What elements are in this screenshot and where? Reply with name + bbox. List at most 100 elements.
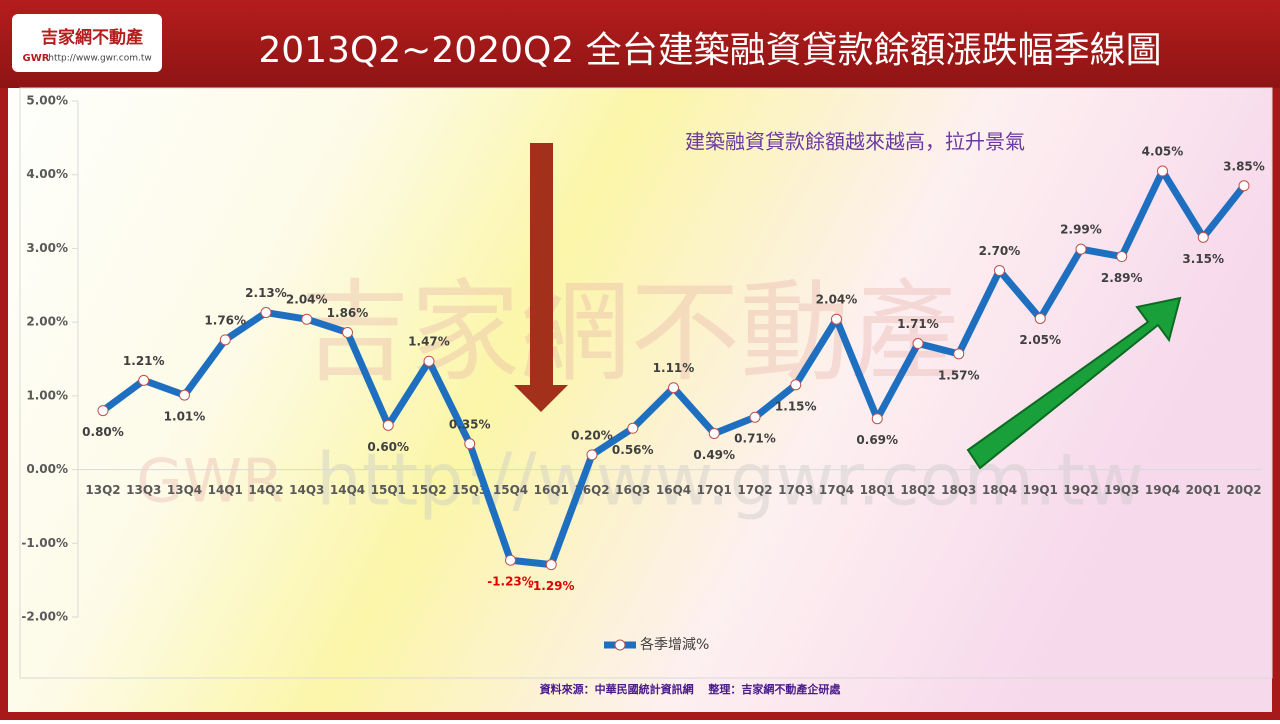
x-tick-label: 18Q4 — [982, 483, 1017, 497]
data-point — [1238, 180, 1250, 192]
y-tick-label: 5.00% — [26, 94, 68, 108]
legend-label: 各季增減% — [640, 636, 709, 653]
data-point — [545, 559, 557, 571]
data-label: 0.60% — [367, 440, 409, 454]
data-label: 2.13% — [245, 286, 287, 300]
x-tick-label: 14Q2 — [248, 483, 283, 497]
logo-name: 吉家網不動產 — [41, 27, 143, 48]
data-label: 2.05% — [1019, 333, 1061, 347]
data-label: 4.05% — [1142, 145, 1184, 159]
logo-abbr: GWR — [23, 53, 50, 64]
data-point — [668, 382, 679, 394]
data-label: 3.15% — [1182, 252, 1224, 266]
data-point — [831, 313, 842, 325]
data-point — [464, 438, 476, 450]
data-point — [1116, 251, 1128, 263]
data-point — [953, 348, 965, 360]
x-tick-label: 19Q1 — [1023, 483, 1058, 497]
bottom-border — [0, 712, 1280, 720]
plot-frame — [19, 87, 1273, 679]
data-label: 1.01% — [164, 410, 206, 424]
left-border — [0, 88, 8, 720]
data-label: 0.56% — [612, 443, 654, 457]
x-tick-label: 13Q2 — [85, 483, 120, 497]
data-label: 1.71% — [897, 317, 939, 331]
watermark-url: http://www.gwr.com.tw — [316, 438, 1144, 522]
x-tick-label: 14Q1 — [208, 483, 243, 497]
data-label: 0.35% — [449, 417, 491, 431]
x-tick-label: 17Q1 — [697, 483, 732, 497]
data-label: 0.80% — [82, 425, 124, 439]
data-point — [1034, 312, 1046, 324]
x-tick-label: 13Q4 — [167, 483, 202, 497]
up-arrow — [966, 296, 1182, 470]
data-point — [260, 307, 272, 319]
y-tick-label: 1.00% — [26, 388, 68, 402]
data-point — [994, 265, 1005, 277]
x-tick-label: 14Q3 — [289, 483, 324, 497]
watermark-name: 吉家網不動產 — [300, 268, 960, 396]
x-tick-label: 16Q3 — [615, 483, 650, 497]
logo-url: http://www.gwr.com.tw — [48, 54, 151, 64]
y-tick-label: -1.00% — [21, 536, 68, 550]
source-note: 資料來源：中華民國統計資訊網 整理：吉家網不動產企研處 — [540, 682, 842, 696]
data-label: -1.23% — [487, 575, 534, 589]
right-border — [1272, 88, 1280, 720]
data-point — [586, 449, 598, 461]
data-label: 1.21% — [123, 354, 165, 368]
data-point — [1157, 165, 1168, 177]
y-tick-label: 2.00% — [26, 315, 68, 329]
x-tick-label: 16Q4 — [656, 483, 691, 497]
data-point — [97, 405, 109, 417]
watermark-abbr: GWR — [136, 447, 284, 517]
data-label: 1.76% — [204, 313, 246, 327]
data-point — [912, 338, 924, 350]
data-label: 2.04% — [286, 293, 328, 307]
annotation: 建築融資貸款餘額越來越高，拉升景氣 — [685, 130, 1025, 154]
data-point — [627, 422, 639, 434]
x-tick-label: 15Q1 — [371, 483, 406, 497]
data-point — [179, 389, 190, 401]
x-tick-label: 15Q3 — [452, 483, 487, 497]
data-point — [505, 554, 516, 566]
x-tick-label: 20Q2 — [1226, 483, 1261, 497]
data-point — [749, 411, 761, 423]
x-tick-label: 19Q3 — [1104, 483, 1139, 497]
y-tick-label: 4.00% — [26, 167, 68, 181]
legend-marker — [614, 639, 626, 651]
y-tick-label: 3.00% — [26, 241, 68, 255]
down-arrow — [514, 143, 568, 412]
data-label: 2.70% — [979, 244, 1021, 258]
data-point — [1197, 231, 1209, 243]
x-tick-label: 14Q4 — [330, 483, 365, 497]
data-point — [790, 379, 802, 391]
data-label: -1.29% — [528, 579, 575, 593]
data-label: 1.57% — [938, 368, 980, 382]
data-point — [342, 326, 353, 338]
x-tick-label: 17Q4 — [819, 483, 854, 497]
data-label: 0.20% — [571, 428, 613, 442]
x-tick-label: 15Q4 — [493, 483, 528, 497]
data-point — [708, 427, 720, 439]
data-label: 1.86% — [327, 306, 369, 320]
chart-title: 2013Q2~2020Q2 全台建築融資貸款餘額漲跌幅季線圖 — [258, 30, 1161, 71]
header-band — [0, 0, 1280, 88]
x-tick-label: 17Q3 — [778, 483, 813, 497]
x-tick-label: 19Q2 — [1063, 483, 1098, 497]
x-tick-label: 19Q4 — [1145, 483, 1180, 497]
data-label: 2.89% — [1101, 271, 1143, 285]
data-point — [1075, 243, 1087, 255]
logo-box — [12, 14, 162, 72]
data-point — [219, 334, 231, 346]
data-label: 1.15% — [775, 399, 817, 413]
x-tick-label: 18Q3 — [941, 483, 976, 497]
data-point — [382, 419, 394, 431]
y-tick-label: 0.00% — [26, 462, 68, 476]
x-tick-label: 18Q2 — [900, 483, 935, 497]
data-point — [301, 313, 313, 325]
data-label: 0.71% — [734, 432, 776, 446]
x-tick-label: 20Q1 — [1186, 483, 1221, 497]
data-point — [871, 413, 883, 425]
